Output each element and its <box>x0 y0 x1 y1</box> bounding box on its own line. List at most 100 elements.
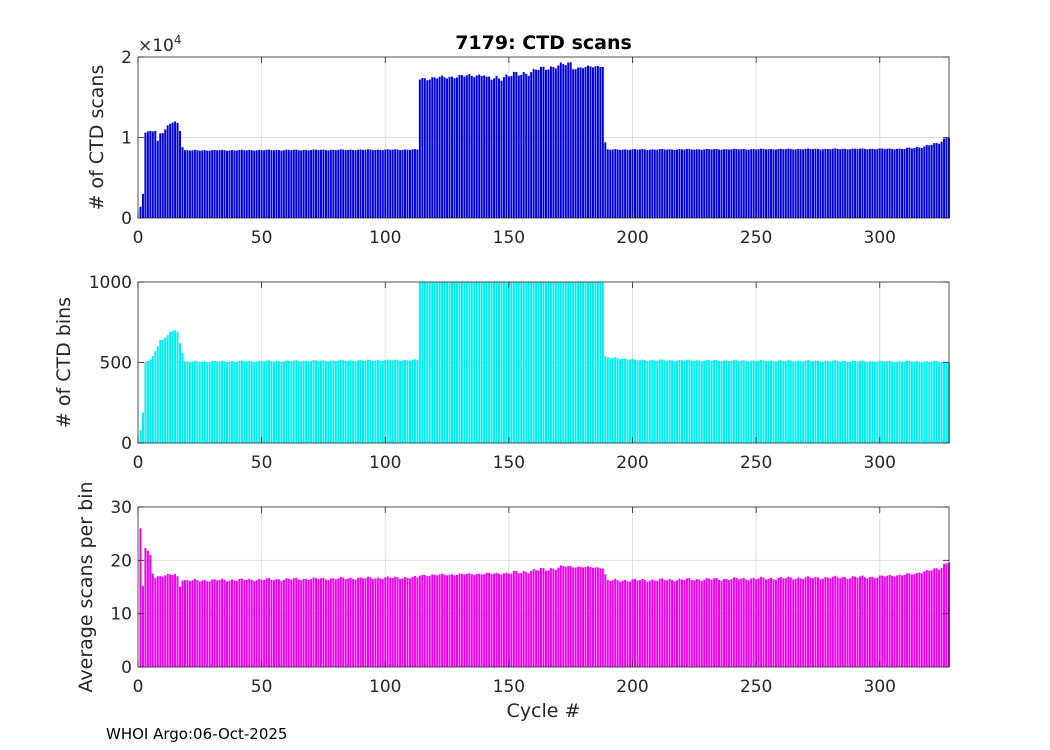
bar <box>663 580 666 667</box>
bar <box>203 150 206 218</box>
bar <box>433 77 436 218</box>
bar <box>713 360 716 443</box>
bar <box>938 362 941 443</box>
x-tick-label: 300 <box>864 677 896 697</box>
bar <box>470 75 473 219</box>
bar <box>507 282 510 443</box>
bar <box>179 131 182 218</box>
bar <box>730 360 733 443</box>
bar <box>910 361 913 443</box>
bar <box>282 361 285 443</box>
bar <box>512 282 515 443</box>
bar <box>505 74 508 218</box>
bar <box>755 361 758 443</box>
bar <box>193 149 196 218</box>
bar <box>569 566 572 667</box>
bar <box>666 149 669 218</box>
bar <box>349 577 352 667</box>
bar <box>829 578 832 667</box>
bar <box>653 149 656 218</box>
bar <box>745 579 748 667</box>
bar <box>248 360 251 443</box>
bar <box>159 576 162 667</box>
bar <box>485 572 488 667</box>
bar <box>221 578 224 667</box>
bar <box>465 75 468 218</box>
bar <box>344 579 347 667</box>
bar <box>804 148 807 218</box>
bar <box>913 361 916 443</box>
bar <box>228 361 231 443</box>
bar <box>656 149 659 218</box>
bar <box>448 76 451 218</box>
bar <box>228 580 231 667</box>
bar <box>599 67 602 218</box>
y-tick-label: 30 <box>110 498 132 518</box>
bar <box>779 148 782 218</box>
bar <box>579 282 582 443</box>
bar <box>315 578 318 667</box>
bar <box>188 150 191 218</box>
bar <box>621 358 624 443</box>
bar <box>406 360 409 443</box>
bar <box>945 361 948 443</box>
y-tick-label: 20 <box>110 551 132 571</box>
bar <box>876 361 879 443</box>
bar <box>416 149 419 218</box>
bar <box>923 361 926 443</box>
bar <box>940 141 943 218</box>
bar <box>510 573 513 667</box>
bar <box>161 133 164 218</box>
bar <box>643 580 646 667</box>
bar <box>520 572 523 667</box>
bar <box>312 577 315 667</box>
bar <box>606 357 609 443</box>
bar <box>354 150 357 218</box>
bar <box>198 150 201 218</box>
bar <box>502 573 505 667</box>
bar <box>713 578 716 667</box>
bar <box>846 149 849 218</box>
bar <box>171 122 174 218</box>
bar <box>144 362 147 443</box>
bar <box>589 66 592 219</box>
bar <box>431 574 434 667</box>
bar <box>203 579 206 667</box>
bar <box>438 282 441 443</box>
bar <box>876 149 879 218</box>
bar <box>928 361 931 443</box>
bar <box>589 282 592 443</box>
bar <box>379 360 382 443</box>
bar <box>443 77 446 219</box>
bar <box>354 579 357 667</box>
bar <box>171 575 174 667</box>
bar <box>643 149 646 218</box>
bar <box>821 578 824 667</box>
bar <box>250 361 253 443</box>
bar <box>238 149 241 218</box>
bar <box>537 570 540 667</box>
bar <box>844 361 847 443</box>
bar <box>483 574 486 667</box>
bar <box>371 360 374 443</box>
bar <box>260 579 263 667</box>
bar <box>658 149 661 218</box>
bar <box>478 74 481 218</box>
bar <box>495 75 498 219</box>
bar <box>831 148 834 218</box>
bar <box>176 576 179 667</box>
bar <box>480 574 483 667</box>
bar <box>404 359 407 443</box>
bar <box>569 62 572 218</box>
bar <box>525 572 528 667</box>
bar <box>903 361 906 443</box>
bar <box>243 579 246 667</box>
bar <box>814 576 817 667</box>
bar <box>886 361 889 443</box>
bar <box>404 577 407 667</box>
bar <box>641 359 644 443</box>
bar <box>213 579 216 667</box>
bar <box>812 361 814 443</box>
bar <box>752 148 755 218</box>
bar <box>302 360 305 443</box>
